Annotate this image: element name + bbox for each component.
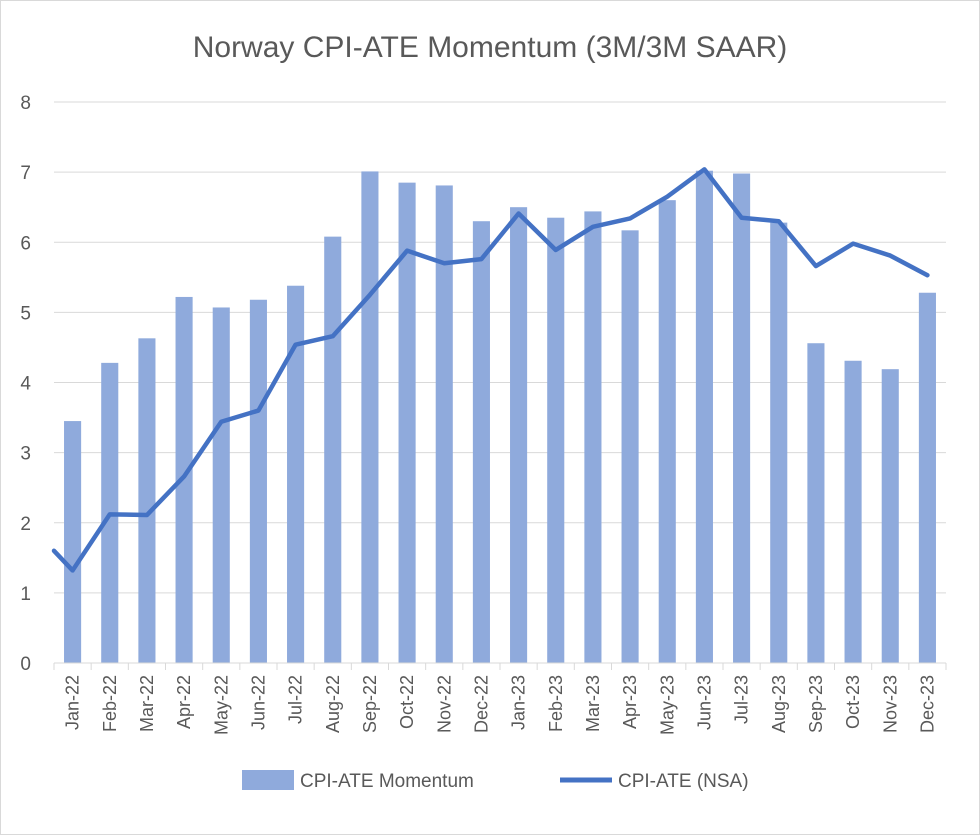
x-tick-label: Apr-22 <box>174 675 194 729</box>
bar <box>733 173 751 663</box>
bar <box>547 217 565 664</box>
bar <box>844 360 862 663</box>
y-tick-label: 8 <box>20 93 31 114</box>
bar <box>324 236 342 663</box>
bar <box>807 343 825 663</box>
x-tick-label: Dec-23 <box>917 675 937 733</box>
x-tick-label: May-22 <box>211 675 231 735</box>
bar <box>287 285 305 663</box>
bar <box>435 185 453 664</box>
x-axis <box>53 662 947 670</box>
bar-series <box>64 170 936 664</box>
x-tick-label: Mar-22 <box>137 675 157 732</box>
x-axis-ticks: Jan-22 Feb-22 Mar-22 Apr-22 May-22 Jun-22 Jul-… <box>63 675 938 735</box>
legend-line-label: CPI-ATE (NSA) <box>618 771 749 792</box>
x-tick-label: Nov-23 <box>880 675 900 733</box>
bar <box>881 369 899 663</box>
bar <box>621 230 639 664</box>
x-tick-label: Nov-22 <box>434 675 454 733</box>
chart-title: Norway CPI-ATE Momentum (3M/3M SAAR) <box>193 31 788 64</box>
x-tick-label: Jan-23 <box>509 675 529 730</box>
y-tick-label: 7 <box>20 163 31 184</box>
bar <box>510 207 528 663</box>
bar <box>361 171 379 663</box>
y-tick-label: 6 <box>20 233 31 254</box>
legend-bar-swatch <box>242 770 294 790</box>
bar <box>584 211 602 663</box>
x-tick-label: May-23 <box>657 675 677 735</box>
bar <box>175 296 193 663</box>
x-tick-label: Oct-23 <box>843 675 863 729</box>
x-tick-label: Feb-22 <box>100 675 120 732</box>
legend-bar-label: CPI-ATE Momentum <box>300 771 474 792</box>
bar <box>472 221 490 663</box>
bar <box>138 338 156 663</box>
bar <box>918 292 936 663</box>
x-tick-label: Aug-23 <box>769 675 789 733</box>
x-tick-label: Mar-23 <box>583 675 603 732</box>
x-tick-label: Jun-22 <box>248 675 268 730</box>
x-tick-label: Jun-23 <box>694 675 714 730</box>
y-tick-label: 3 <box>20 444 31 465</box>
y-tick-label: 5 <box>20 303 31 324</box>
x-tick-label: Sep-23 <box>806 675 826 733</box>
bar <box>64 421 82 663</box>
x-tick-label: Sep-22 <box>360 675 380 733</box>
series-line <box>51 167 930 573</box>
x-tick-label: Apr-23 <box>620 675 640 729</box>
x-tick-label: Jul-23 <box>732 675 752 724</box>
line-series <box>51 167 930 573</box>
bar <box>770 222 788 664</box>
bar <box>398 182 416 664</box>
x-tick-label: Dec-22 <box>471 675 491 733</box>
y-axis-ticks: 0 1 2 3 4 5 6 7 8 <box>20 93 31 675</box>
bar <box>658 200 676 664</box>
y-tick-label: 1 <box>20 584 31 605</box>
x-tick-label: Jul-22 <box>286 675 306 724</box>
x-tick-label: Jan-22 <box>63 675 83 730</box>
x-tick-label: Aug-22 <box>323 675 343 733</box>
x-tick-label: Feb-23 <box>546 675 566 732</box>
y-tick-label: 0 <box>20 654 31 675</box>
legend: CPI-ATE Momentum CPI-ATE (NSA) <box>242 770 749 792</box>
y-tick-label: 2 <box>20 514 31 535</box>
y-tick-label: 4 <box>20 374 31 395</box>
bar <box>695 170 713 663</box>
bar <box>249 299 267 663</box>
x-tick-label: Oct-22 <box>397 675 417 729</box>
bar <box>212 307 230 663</box>
